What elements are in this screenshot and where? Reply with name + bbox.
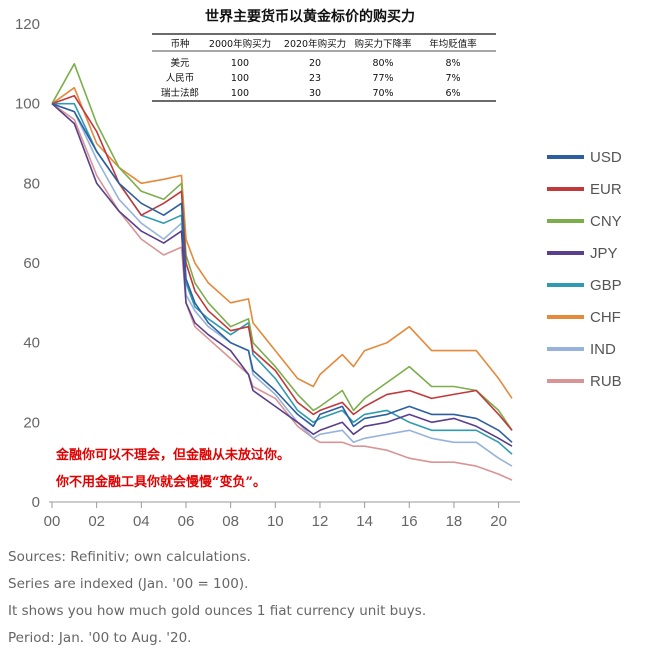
y-tick-label: 80 — [23, 175, 40, 192]
inset-cell: 100 — [231, 58, 249, 69]
chart-title: 世界主要货币以黄金标价的购买力 — [205, 8, 415, 25]
y-tick-label: 40 — [23, 335, 40, 352]
x-tick-label: 06 — [178, 513, 195, 530]
inset-cell: 80% — [372, 58, 393, 69]
x-tick-label: 16 — [401, 513, 418, 530]
inset-cell: 8% — [445, 58, 460, 69]
inset-cell: 人民币 — [166, 73, 195, 84]
y-tick-label: 0 — [32, 494, 40, 511]
legend-label-ind: IND — [590, 341, 616, 358]
inset-cell: 30 — [309, 88, 321, 99]
plot-lines — [51, 62, 513, 481]
x-tick-label: 00 — [44, 513, 61, 530]
inset-header-cell: 2020年购买力 — [284, 38, 346, 50]
y-tick-label: 60 — [23, 255, 40, 272]
series-line-gbp — [52, 102, 513, 455]
chart-area: 0 20 40 60 80 100 120 00 02 04 06 08 10 12 14 16 18 20 U… — [15, 8, 622, 530]
x-tick-label: 18 — [446, 513, 463, 530]
series-line-eur — [51, 94, 513, 431]
y-tick-label: 100 — [15, 96, 40, 113]
legend-label-eur: EUR — [590, 181, 622, 198]
inset-header-cell: 2000年购买力 — [209, 38, 271, 50]
inset-cell: 美元 — [170, 57, 190, 69]
inset-cell: 77% — [372, 73, 393, 84]
y-tick-label: 120 — [15, 16, 40, 33]
inset-cell: 70% — [372, 88, 393, 99]
legend-label-jpy: JPY — [590, 245, 618, 262]
inset-cell: 23 — [309, 73, 321, 84]
inset-cell: 7% — [445, 73, 460, 84]
source-note-1: Sources: Refinitiv; own calculations. — [8, 549, 251, 565]
legend-label-gbp: GBP — [590, 277, 622, 294]
inset-cell: 6% — [445, 88, 460, 99]
inset-header-cell: 年均贬值率 — [429, 38, 477, 50]
source-note-4: Period: Jan. '00 to Aug. '20. — [8, 630, 192, 646]
inset-table: 世界主要货币以黄金标价的购买力 币种 2000年购买力 2020年购买力 购买力下降率… — [152, 8, 496, 102]
series-line-rub — [51, 103, 513, 481]
inset-cell: 100 — [231, 73, 249, 84]
inset-cell: 100 — [231, 88, 249, 99]
legend-label-rub: RUB — [590, 373, 622, 390]
x-tick-label: 20 — [490, 513, 507, 530]
legend-label-usd: USD — [590, 149, 622, 166]
x-tick-label: 14 — [356, 513, 373, 530]
legend: USD EUR CNY JPY GBP CHF IND RUB — [547, 149, 622, 390]
series-line-cny — [51, 62, 513, 431]
source-note-2: Series are indexed (Jan. '00 = 100). — [8, 576, 249, 592]
x-tick-label: 04 — [133, 513, 150, 530]
y-axis: 0 20 40 60 80 100 120 — [15, 16, 40, 511]
x-tick-label: 10 — [267, 513, 284, 530]
x-tick-label: 08 — [222, 513, 239, 530]
annotation-line-2: 你不用金融工具你就会慢慢“变负”。 — [55, 474, 266, 490]
inset-cell: 瑞士法郎 — [161, 87, 199, 99]
series-line-jpy — [51, 103, 513, 447]
x-axis: 00 02 04 06 08 10 12 14 16 18 20 — [44, 502, 507, 530]
inset-header-cell: 购买力下降率 — [354, 38, 412, 50]
legend-label-cny: CNY — [590, 213, 622, 230]
series-line-ind — [51, 102, 513, 467]
inset-header-cell: 币种 — [170, 38, 189, 50]
series-line-usd — [51, 102, 513, 443]
y-tick-label: 20 — [23, 414, 40, 431]
series-line-chf — [51, 86, 513, 399]
x-tick-label: 02 — [88, 513, 105, 530]
legend-label-chf: CHF — [590, 309, 621, 326]
source-note-3: It shows you how much gold ounces 1 fiat… — [8, 603, 427, 619]
x-tick-label: 12 — [312, 513, 329, 530]
inset-cell: 20 — [309, 58, 321, 69]
annotation-line-1: 金融你可以不理会，但金融从未放过你。 — [55, 447, 290, 463]
